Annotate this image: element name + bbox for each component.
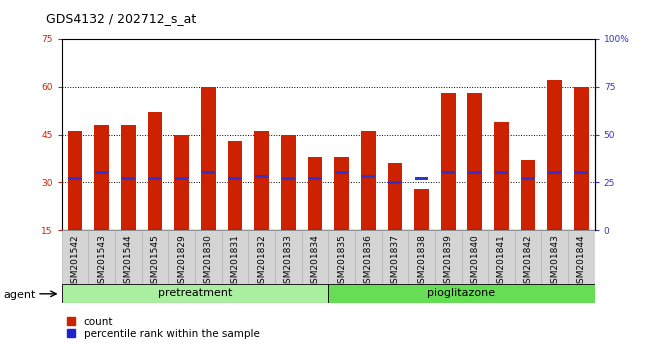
Text: GSM201542: GSM201542 <box>71 234 79 289</box>
FancyBboxPatch shape <box>568 230 595 285</box>
Text: GSM201841: GSM201841 <box>497 234 506 289</box>
Bar <box>255 175 268 178</box>
Text: GSM201839: GSM201839 <box>444 234 452 289</box>
Bar <box>281 177 295 180</box>
FancyBboxPatch shape <box>355 230 382 285</box>
Bar <box>548 171 562 174</box>
FancyBboxPatch shape <box>115 230 142 285</box>
Bar <box>228 177 242 180</box>
Text: GSM201832: GSM201832 <box>257 234 266 289</box>
Bar <box>387 163 402 230</box>
Text: GSM201544: GSM201544 <box>124 234 133 289</box>
FancyBboxPatch shape <box>222 230 248 285</box>
FancyBboxPatch shape <box>88 230 115 285</box>
Bar <box>547 80 562 230</box>
FancyBboxPatch shape <box>541 230 568 285</box>
Bar <box>174 135 189 230</box>
Bar <box>441 171 455 174</box>
Bar <box>281 135 296 230</box>
Bar <box>68 131 83 230</box>
Bar <box>307 157 322 230</box>
FancyBboxPatch shape <box>195 230 222 285</box>
Text: GSM201545: GSM201545 <box>151 234 159 289</box>
Bar <box>148 112 162 230</box>
Bar <box>361 131 376 230</box>
Bar <box>227 141 242 230</box>
Text: GSM201833: GSM201833 <box>284 234 292 289</box>
Bar <box>441 93 456 230</box>
Bar <box>415 177 428 180</box>
FancyBboxPatch shape <box>142 230 168 285</box>
Bar <box>148 177 162 180</box>
Text: GSM201842: GSM201842 <box>524 234 532 289</box>
Bar <box>122 177 135 180</box>
Text: pioglitazone: pioglitazone <box>428 289 495 298</box>
Bar <box>121 125 136 230</box>
FancyBboxPatch shape <box>248 230 275 285</box>
Text: pretreatment: pretreatment <box>158 289 232 298</box>
Bar <box>467 93 482 230</box>
FancyBboxPatch shape <box>408 230 435 285</box>
FancyBboxPatch shape <box>462 230 488 285</box>
FancyBboxPatch shape <box>168 230 195 285</box>
Legend: count, percentile rank within the sample: count, percentile rank within the sample <box>67 317 259 339</box>
Bar <box>254 131 269 230</box>
Bar <box>468 171 482 174</box>
FancyBboxPatch shape <box>62 230 88 285</box>
Bar <box>335 171 348 174</box>
Bar <box>94 125 109 230</box>
Text: GSM201836: GSM201836 <box>364 234 372 289</box>
FancyBboxPatch shape <box>328 230 355 285</box>
FancyBboxPatch shape <box>302 230 328 285</box>
Text: GSM201834: GSM201834 <box>311 234 319 289</box>
FancyBboxPatch shape <box>488 230 515 285</box>
Text: GSM201830: GSM201830 <box>204 234 213 289</box>
Text: GSM201543: GSM201543 <box>98 234 106 289</box>
Bar <box>574 87 589 230</box>
Text: GSM201838: GSM201838 <box>417 234 426 289</box>
Text: GSM201829: GSM201829 <box>177 234 186 289</box>
Bar <box>308 177 322 180</box>
Text: GSM201837: GSM201837 <box>391 234 399 289</box>
Bar <box>95 171 109 174</box>
FancyBboxPatch shape <box>62 284 328 303</box>
Bar <box>68 177 82 180</box>
Bar <box>521 177 535 180</box>
Bar <box>175 177 188 180</box>
Text: GSM201831: GSM201831 <box>231 234 239 289</box>
Text: agent: agent <box>3 290 36 299</box>
Bar <box>202 171 215 174</box>
Bar <box>334 157 349 230</box>
FancyBboxPatch shape <box>328 284 595 303</box>
Text: GSM201844: GSM201844 <box>577 234 586 289</box>
Bar <box>575 171 588 174</box>
Bar <box>521 160 536 230</box>
Bar <box>361 175 375 178</box>
Text: GSM201840: GSM201840 <box>471 234 479 289</box>
FancyBboxPatch shape <box>382 230 408 285</box>
FancyBboxPatch shape <box>515 230 541 285</box>
Text: GDS4132 / 202712_s_at: GDS4132 / 202712_s_at <box>46 12 196 25</box>
Bar <box>495 171 508 174</box>
Text: GSM201843: GSM201843 <box>551 234 559 289</box>
Bar <box>494 122 509 230</box>
Bar <box>201 87 216 230</box>
Text: GSM201835: GSM201835 <box>337 234 346 289</box>
FancyBboxPatch shape <box>435 230 462 285</box>
Bar <box>414 189 429 230</box>
Bar <box>388 181 402 184</box>
FancyBboxPatch shape <box>275 230 302 285</box>
